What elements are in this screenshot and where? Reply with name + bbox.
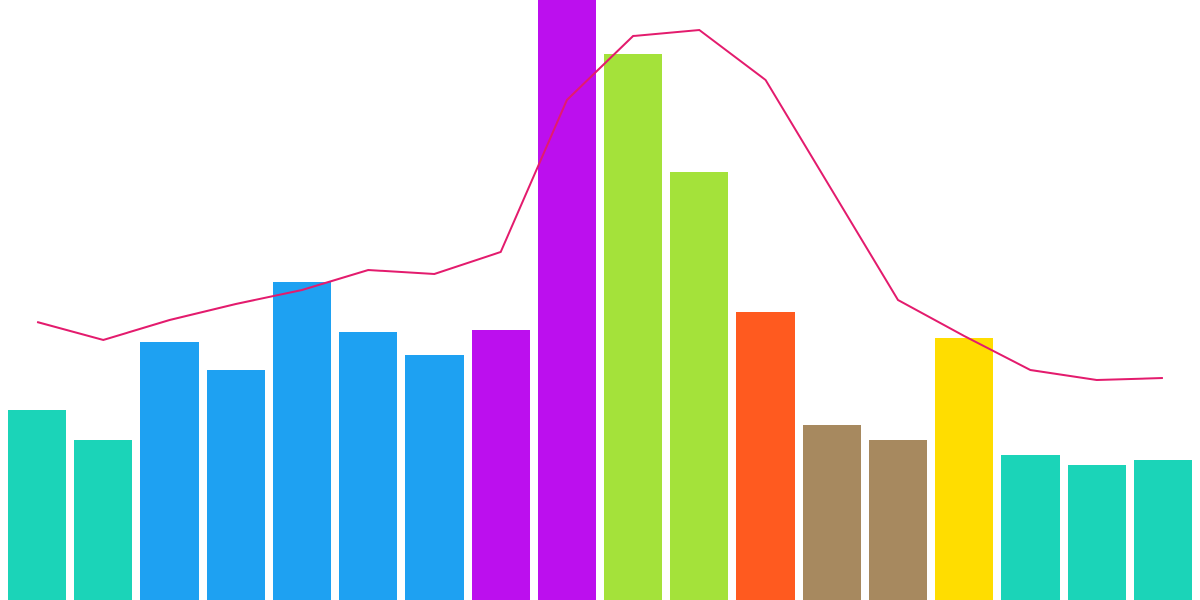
bar	[538, 0, 596, 600]
bar	[670, 172, 728, 600]
bar	[405, 355, 463, 600]
bar	[140, 342, 198, 600]
bar	[339, 332, 397, 600]
bar	[1001, 455, 1059, 600]
bar	[472, 330, 530, 600]
bar	[1134, 460, 1192, 600]
combo-bar-line-chart	[0, 0, 1200, 600]
bar	[736, 312, 794, 600]
bar	[935, 338, 993, 600]
trend-line	[37, 30, 1163, 380]
bar	[207, 370, 265, 600]
bar	[604, 54, 662, 600]
bar	[1068, 465, 1126, 600]
bar	[8, 410, 66, 600]
bar	[273, 282, 331, 600]
bar	[803, 425, 861, 600]
bar	[869, 440, 927, 600]
bar	[74, 440, 132, 600]
